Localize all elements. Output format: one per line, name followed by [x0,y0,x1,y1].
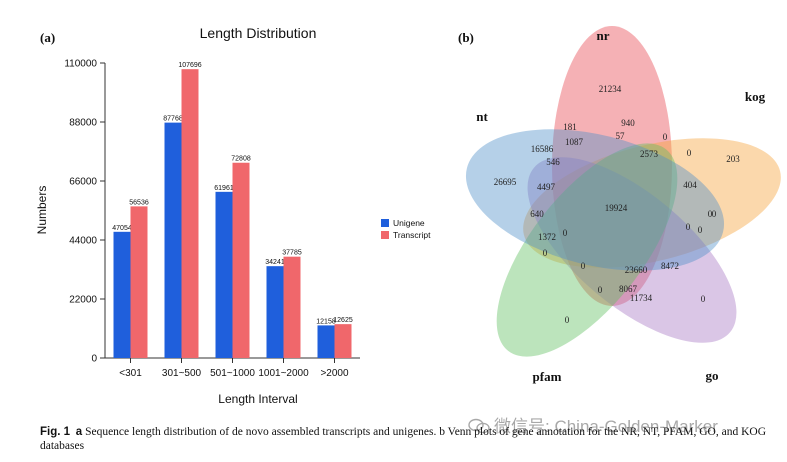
bar-transcript [181,69,199,359]
venn-region-count: 8472 [661,261,679,271]
venn-region-count: 8067 [619,284,638,294]
venn-region-count: 0 [563,228,568,238]
legend-swatch-transcript [381,231,389,239]
venn-ellipse-nt [465,129,725,271]
y-tick-label: 66000 [69,177,97,188]
bar-unigene [164,122,182,358]
bar-chart: 0 22000 44000 66000 88000 110000 47054 56536 <30… [64,59,360,379]
bar-value-label: 12625 [333,317,353,324]
venn-set-label-kog: kog [745,89,766,104]
bar-value-label: 107696 [178,62,201,69]
watermark: 微信号: China-Golden-Marker [468,412,718,437]
venn-region-count: 0 [686,222,691,232]
venn-set-label-pfam: pfam [533,369,562,384]
bar-unigene [317,325,335,358]
venn-region-count: 0 [543,248,548,258]
venn-ellipse-kog [523,138,781,268]
venn-region-count: 0 [565,315,570,325]
panel-a-label: (a) [40,30,55,45]
bar-value-label: 56536 [129,199,149,206]
bar-value-label: 34241 [265,259,285,266]
x-axis-label: Length Interval [218,392,297,406]
venn-region-count: 640 [530,209,544,219]
legend: Unigene Transcript [381,218,431,240]
venn-ellipse-nr [552,26,672,306]
venn-region-count: 0 [581,261,586,271]
x-tick-label: <301 [119,368,142,379]
legend-swatch-unigene [381,219,389,227]
venn-region-count: 11734 [630,293,653,303]
y-tick-label: 110000 [64,59,97,70]
venn-region-count: 0 [701,294,706,304]
legend-label-transcript: Transcript [393,230,431,240]
venn-region-count: 0 [598,285,603,295]
chart-title: Length Distribution [200,25,317,41]
venn-region-count: 181 [563,122,577,132]
x-tick-label: 1001~2000 [258,368,309,379]
bar-unigene [113,231,131,358]
y-tick-label: 44000 [69,236,97,247]
y-axis-label: Numbers [35,186,49,235]
venn-region-count: 16586 [531,144,554,154]
figure-caption: Fig. 1 a Sequence length distribution of… [40,425,780,453]
venn-diagram [465,26,781,357]
venn-set-label-nt: nt [476,109,488,124]
venn-region-count: 0 [687,148,692,158]
venn-region-count: 19924 [605,203,628,213]
x-tick-label: >2000 [320,368,349,379]
x-tick-label: 501~1000 [210,368,255,379]
bar-value-label: 87768 [163,116,183,123]
venn-region-count: 2573 [640,149,659,159]
y-tick-label: 88000 [69,118,97,129]
watermark-text: 微信号: China-Golden-Marker [494,417,718,436]
caption-fig-label: Fig. 1 [40,426,71,438]
venn-region-count: 0 [663,132,668,142]
venn-set-label-nr: nr [597,28,610,43]
venn-ellipse-go [527,157,737,343]
venn-region-count: 57 [616,131,626,141]
bar-transcript [334,324,352,358]
venn-region-count: 1372 [538,232,556,242]
venn-region-count: 203 [726,154,740,164]
wechat-icon [468,418,490,434]
venn-region-count: 4497 [537,182,556,192]
bar-value-label: 47054 [112,225,132,232]
bar-value-label: 72808 [231,156,251,163]
venn-set-label-go: go [706,368,719,383]
bar-transcript [130,206,148,358]
venn-region-count: 23660 [625,265,648,275]
venn-region-count: 1087 [565,137,584,147]
caption-text: Sequence length distribution of de novo … [40,426,767,452]
venn-region-count: 940 [621,118,635,128]
panel-b-label: (b) [458,30,474,45]
bar-unigene [215,191,233,358]
bar-unigene [266,266,284,358]
y-tick-label: 0 [91,354,97,365]
venn-region-count: 26695 [494,177,517,187]
bar-transcript [283,256,301,358]
venn-region-count: 404 [683,180,697,190]
bar-transcript [232,162,250,358]
venn-region-count: 0 [698,225,703,235]
venn-region-count: 21234 [599,84,622,94]
caption-part-a: a [75,426,83,438]
legend-label-unigene: Unigene [393,218,425,228]
venn-region-count: 0 [712,209,717,219]
bar-value-label: 37785 [282,250,302,257]
venn-region-count: 0 [708,209,713,219]
bar-value-label: 61961 [214,185,234,192]
venn-region-count: 546 [546,157,560,167]
venn-ellipse-pfam [496,143,678,357]
x-tick-label: 301~500 [162,368,202,379]
bar-value-label: 12158 [316,318,336,325]
y-tick-label: 22000 [69,295,97,306]
